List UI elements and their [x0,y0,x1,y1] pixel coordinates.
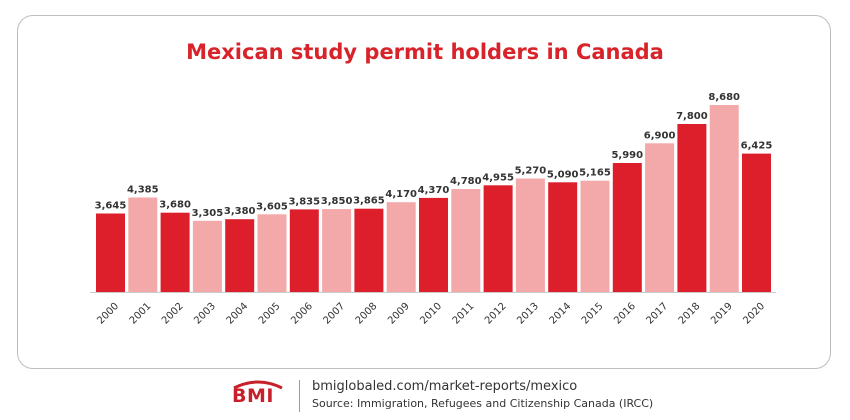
x-tick-label-2012: 2012 [483,301,509,327]
bar-2000 [96,213,125,292]
bar-2018 [677,124,707,292]
value-label-2011: 4,780 [450,176,482,187]
x-tick-label-2020: 2020 [741,301,767,327]
bar-2009 [386,202,416,292]
value-label-2017: 6,900 [644,130,676,141]
footer-divider [299,380,300,412]
value-label-2004: 3,380 [224,206,256,217]
value-label-2019: 8,680 [708,92,740,103]
chart-title: Mexican study permit holders in Canada [186,40,664,64]
value-label-2012: 4,955 [482,172,514,183]
bar-2005 [257,214,287,292]
value-label-2009: 4,170 [385,189,417,200]
x-tick-label-2013: 2013 [515,301,541,327]
bar-2002 [160,212,190,292]
value-label-2001: 4,385 [127,185,159,196]
x-tick-label-2015: 2015 [580,301,606,327]
value-label-2014: 5,090 [547,169,579,180]
x-tick-label-2009: 2009 [386,301,412,327]
bmi-logo-icon [233,380,283,390]
x-tick-label-2011: 2011 [451,301,477,327]
value-label-2020: 6,425 [741,141,773,152]
x-tick-label-2005: 2005 [257,301,283,327]
value-label-2013: 5,270 [515,166,547,177]
bar-2004 [225,219,255,292]
x-tick-label-2008: 2008 [354,301,380,327]
bar-2003 [192,220,222,292]
bar-2013 [515,178,545,292]
x-tick-label-2016: 2016 [612,301,638,327]
value-label-2002: 3,680 [159,200,191,211]
x-tick-label-2000: 2000 [95,301,121,327]
footer: BMI bmiglobaled.com/market-reports/mexic… [0,372,850,420]
x-tick-label-2001: 2001 [128,301,154,327]
value-label-2016: 5,990 [611,150,643,161]
bar-2006 [289,209,319,292]
value-label-2018: 7,800 [676,111,708,122]
bar-2019 [709,105,739,292]
value-label-2006: 3,835 [288,196,320,207]
x-tick-label-2003: 2003 [192,301,218,327]
x-tick-label-2007: 2007 [321,301,347,327]
value-label-2000: 3,645 [95,201,127,212]
bmi-logo-text: BMI [232,385,274,407]
x-tick-label-2006: 2006 [289,301,315,327]
bar-2007 [322,209,352,292]
bar-2016 [612,163,642,292]
value-label-2007: 3,850 [321,196,353,207]
footer-source: Source: Immigration, Refugees and Citize… [312,397,654,410]
x-tick-label-2014: 2014 [548,301,574,327]
bar-2001 [128,197,158,292]
bar-2010 [419,197,448,292]
value-label-2010: 4,370 [418,185,450,196]
bar-2011 [451,189,481,292]
value-label-2015: 5,165 [579,168,611,179]
footer-url[interactable]: bmiglobaled.com/market-reports/mexico [312,379,578,394]
bar-2020 [742,153,771,292]
x-tick-label-2018: 2018 [677,301,703,327]
bar-2012 [483,185,513,292]
value-label-2008: 3,865 [353,196,385,207]
x-tick-label-2002: 2002 [160,301,186,327]
x-tick-label-2010: 2010 [418,301,444,327]
bar-2014 [548,182,578,292]
bar-2017 [645,143,675,292]
value-label-2003: 3,305 [192,208,224,219]
x-tick-label-2004: 2004 [225,301,251,327]
bar-2008 [354,208,384,292]
bar-2015 [580,180,610,292]
x-tick-label-2017: 2017 [644,301,670,327]
value-label-2005: 3,605 [256,201,288,212]
x-tick-label-2019: 2019 [709,301,735,327]
